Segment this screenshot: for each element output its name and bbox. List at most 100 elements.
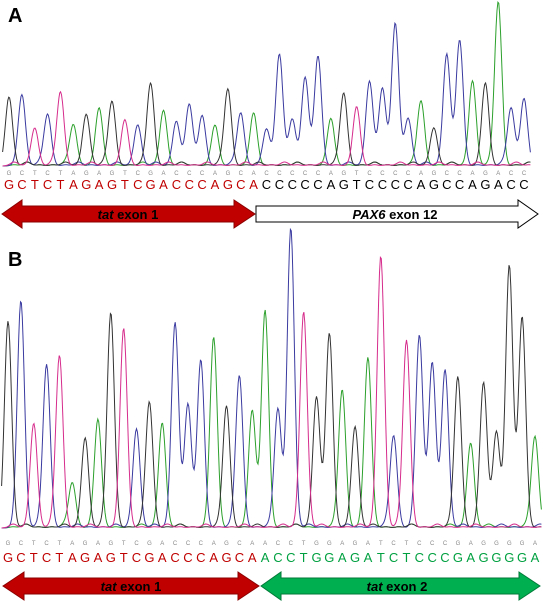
panel-b-exon-arrows: tat exon 1 tat exon 2: [2, 571, 541, 601]
base-letter: G: [339, 177, 349, 192]
base-call-small: G: [481, 541, 486, 547]
base-letter: C: [365, 177, 374, 192]
base-letter: G: [3, 550, 13, 565]
base-letter: C: [275, 177, 284, 192]
panel-b-letter: B: [8, 249, 22, 271]
base-letter: G: [517, 550, 527, 565]
tat-exon1-arrow-a: [1, 199, 256, 229]
base-letter: C: [16, 550, 25, 565]
base-call-small: G: [84, 171, 89, 177]
base-letter: A: [338, 550, 347, 565]
base-letter: G: [80, 550, 90, 565]
base-letter: A: [249, 177, 258, 192]
base-call-small: T: [59, 171, 63, 177]
base-call-small: C: [264, 171, 269, 177]
base-call-small: C: [44, 541, 49, 547]
base-letter: A: [248, 550, 257, 565]
base-letter: C: [183, 550, 192, 565]
base-letter: C: [519, 177, 528, 192]
base-letter: A: [211, 177, 220, 192]
base-letter: C: [428, 550, 437, 565]
base-call-small: C: [316, 171, 321, 177]
base-letter: T: [403, 550, 411, 565]
base-call-small: T: [122, 541, 126, 547]
base-letter: C: [17, 177, 26, 192]
base-call-small: A: [97, 171, 101, 177]
base-call-small: A: [533, 541, 537, 547]
base-call-small: C: [289, 541, 294, 547]
base-letter: G: [311, 550, 321, 565]
base-letter: G: [106, 550, 116, 565]
base-call-small: C: [406, 171, 411, 177]
base-call-small: C: [380, 171, 385, 177]
base-letter: C: [300, 177, 309, 192]
base-call-small: G: [341, 171, 346, 177]
base-letter: A: [494, 177, 503, 192]
base-call-small: A: [212, 541, 216, 547]
base-letter: C: [132, 550, 141, 565]
base-call-small: A: [71, 171, 75, 177]
base-letter: G: [4, 177, 14, 192]
base-call-small: A: [470, 171, 474, 177]
base-call-small: G: [110, 171, 115, 177]
base-letter: T: [31, 177, 39, 192]
base-call-small: A: [96, 541, 100, 547]
base-call-small: C: [522, 171, 527, 177]
trace-t: [2, 90, 531, 167]
base-letter: C: [506, 177, 515, 192]
base-letter: G: [146, 177, 156, 192]
base-call-small: T: [302, 541, 306, 547]
base-call-small: G: [314, 541, 319, 547]
panel-a-letter: A: [8, 5, 22, 27]
base-call-small: G: [224, 541, 229, 547]
base-letter: A: [95, 177, 104, 192]
base-call-small: T: [32, 541, 36, 547]
base-call-small: G: [147, 541, 152, 547]
base-call-small: T: [355, 171, 359, 177]
base-call-small: C: [199, 541, 204, 547]
base-call-small: A: [250, 541, 254, 547]
base-call-small: A: [496, 171, 500, 177]
base-letter: C: [378, 177, 387, 192]
trace-c: [2, 21, 531, 167]
base-letter: C: [235, 550, 244, 565]
base-letter: C: [389, 550, 398, 565]
base-call-small: C: [417, 541, 422, 547]
base-call-small: A: [252, 171, 256, 177]
base-letter: T: [121, 177, 129, 192]
base-call-small: C: [367, 171, 372, 177]
base-letter: T: [353, 177, 361, 192]
base-letter: G: [144, 550, 154, 565]
base-call-small: C: [134, 541, 139, 547]
base-letter: C: [262, 177, 271, 192]
base-letter: T: [57, 177, 65, 192]
base-call-small: G: [520, 541, 525, 547]
base-call-small: T: [123, 171, 127, 177]
base-call-small: C: [457, 171, 462, 177]
base-letter: C: [197, 177, 206, 192]
base-letter: C: [236, 177, 245, 192]
trace-g: [2, 81, 531, 166]
base-call-small: T: [379, 541, 383, 547]
pax6-exon12-arrow: [255, 199, 539, 229]
base-letter: C: [440, 550, 449, 565]
base-letter: A: [466, 550, 475, 565]
base-letter: T: [120, 550, 128, 565]
base-letter: G: [504, 550, 514, 565]
base-letter: G: [324, 550, 334, 565]
base-call-small: C: [509, 171, 514, 177]
base-call-small: A: [161, 171, 165, 177]
tat-exon1-arrow-b: [2, 571, 260, 601]
base-call-small: C: [276, 541, 281, 547]
base-call-small: A: [213, 171, 217, 177]
base-letter: T: [55, 550, 63, 565]
base-call-small: C: [430, 541, 435, 547]
base-letter: G: [223, 177, 233, 192]
base-letter: C: [455, 177, 464, 192]
tat-exon1-label-b: tat exon 1: [101, 579, 162, 594]
base-letter: A: [364, 550, 373, 565]
base-letter: C: [286, 550, 295, 565]
base-call-small: A: [263, 541, 267, 547]
base-letter: C: [391, 177, 400, 192]
